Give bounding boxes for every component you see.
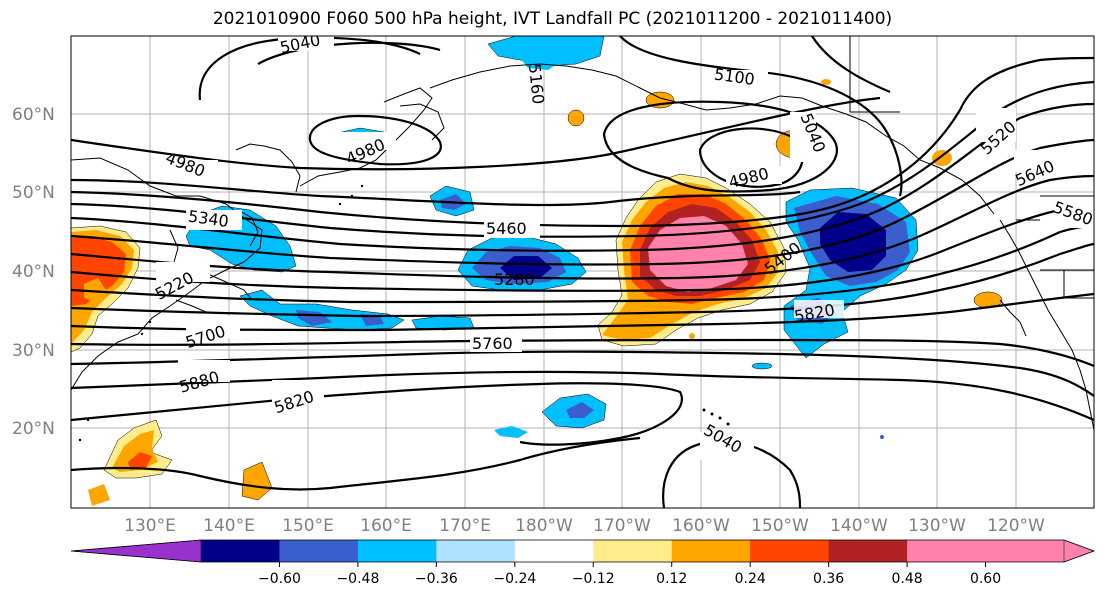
colorbar-segment <box>514 540 594 562</box>
latitude-labels: 60°N 50°N 40°N 30°N 20°N <box>12 105 55 439</box>
lon-label: 180°W <box>515 516 573 536</box>
colorbar-tick-label: 0.24 <box>735 571 766 587</box>
ivt-positive-anomaly-south <box>88 419 273 506</box>
height-contours <box>71 36 1094 508</box>
map-frame <box>70 35 1095 509</box>
lon-label: 170°E <box>439 516 491 536</box>
colorbar-segment <box>985 540 1065 562</box>
colorbar-segment <box>201 540 280 562</box>
colorbar-segment <box>828 540 908 562</box>
lon-label: 140°E <box>203 516 255 536</box>
lon-label: 120°W <box>987 516 1045 536</box>
colorbar-segment <box>436 540 516 562</box>
lat-label: 20°N <box>12 419 55 439</box>
lon-label: 170°W <box>593 516 651 536</box>
lon-label: 140°W <box>830 516 888 536</box>
lat-label: 40°N <box>12 262 55 282</box>
colorbar-tick-label: 0.36 <box>813 571 844 587</box>
lon-label: 130°W <box>908 516 966 536</box>
colorbar-segment <box>907 540 987 562</box>
lon-label: 160°E <box>360 516 412 536</box>
ivt-positive-anomaly-central <box>597 173 787 347</box>
map-title: 2021010900 F060 500 hPa height, IVT Land… <box>212 9 893 29</box>
lon-label: 130°E <box>124 516 176 536</box>
colorbar-extension-high <box>1063 539 1095 563</box>
colorbar-tick-label: −0.48 <box>336 571 379 587</box>
colorbar-segment <box>279 540 359 562</box>
contour-label: 5280 <box>494 270 535 289</box>
lon-label: 160°W <box>672 516 730 536</box>
lon-label: 150°W <box>751 516 809 536</box>
island-dots <box>78 184 730 442</box>
ivt-positive-anomaly-asia <box>71 225 141 353</box>
colorbar-segment <box>750 540 830 562</box>
colorbar-segment <box>671 540 751 562</box>
colorbar-segment <box>593 540 673 562</box>
contour-label: 5160 <box>525 63 548 105</box>
colorbar-tick-label: −0.12 <box>572 571 615 587</box>
longitude-labels: 130°E 140°E 150°E 160°E 170°E 180°W 170°… <box>124 516 1045 536</box>
colorbar-tick-label: −0.24 <box>493 571 536 587</box>
contour-label: 5760 <box>472 334 513 353</box>
coastlines <box>71 36 1094 431</box>
colorbar-outline <box>70 539 1096 563</box>
colorbar-tick-label: 0.60 <box>970 571 1001 587</box>
colorbar: −0.60 −0.48 −0.36 −0.24 −0.12 0.12 0.24 0.36 0.4… <box>70 539 1096 587</box>
lon-label: 150°E <box>282 516 334 536</box>
colorbar-tick-label: −0.36 <box>415 571 458 587</box>
ivt-negative-anomaly-alaska <box>487 36 884 439</box>
lat-label: 30°N <box>12 341 55 361</box>
colorbar-extension-low <box>70 539 202 563</box>
colorbar-tick-label: 0.12 <box>656 571 687 587</box>
lat-label: 60°N <box>12 105 55 125</box>
colorbar-tick-label: −0.60 <box>258 571 301 587</box>
colorbar-segment <box>357 540 437 562</box>
colorbar-tick-label: 0.48 <box>892 571 923 587</box>
contour-label: 5460 <box>486 219 527 238</box>
lat-label: 50°N <box>12 183 55 203</box>
